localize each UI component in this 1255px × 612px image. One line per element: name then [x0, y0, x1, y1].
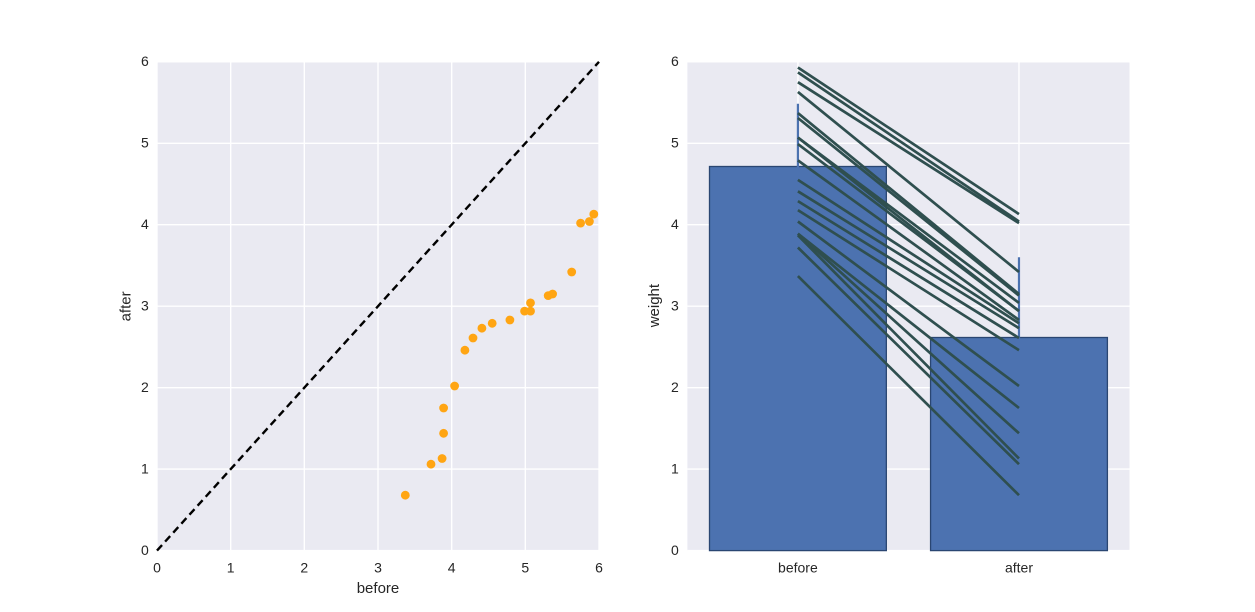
svg-text:6: 6 — [671, 53, 679, 69]
svg-text:6: 6 — [595, 559, 603, 575]
svg-text:before: before — [778, 559, 818, 575]
svg-text:after: after — [1005, 559, 1033, 575]
svg-text:4: 4 — [141, 216, 149, 232]
svg-text:2: 2 — [671, 379, 679, 395]
svg-text:5: 5 — [521, 559, 529, 575]
svg-text:0: 0 — [671, 542, 679, 558]
svg-text:4: 4 — [448, 559, 456, 575]
svg-text:3: 3 — [374, 559, 382, 575]
svg-text:0: 0 — [153, 559, 161, 575]
svg-text:after: after — [118, 291, 135, 321]
svg-text:2: 2 — [300, 559, 308, 575]
svg-text:4: 4 — [671, 216, 679, 232]
svg-text:1: 1 — [227, 559, 235, 575]
svg-text:0: 0 — [141, 542, 149, 558]
svg-text:2: 2 — [141, 379, 149, 395]
svg-text:5: 5 — [671, 135, 679, 151]
svg-text:3: 3 — [141, 297, 149, 313]
svg-text:5: 5 — [141, 135, 149, 151]
svg-text:1: 1 — [141, 460, 149, 476]
svg-text:1: 1 — [671, 460, 679, 476]
svg-text:6: 6 — [141, 53, 149, 69]
svg-text:before: before — [357, 580, 400, 597]
svg-text:3: 3 — [671, 297, 679, 313]
svg-text:weight: weight — [646, 283, 663, 328]
